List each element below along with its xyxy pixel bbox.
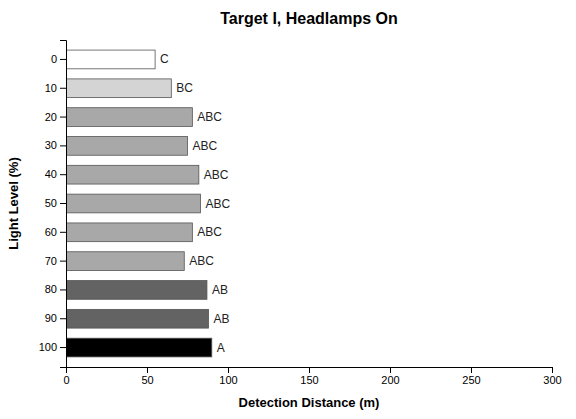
tick-mark <box>471 367 472 373</box>
tick: 100 <box>39 341 66 353</box>
bar <box>66 79 171 98</box>
tick-mark <box>60 145 66 146</box>
bar <box>66 309 209 328</box>
tick-label: 0 <box>51 53 57 65</box>
tick-mark <box>60 174 66 175</box>
bar-annotation: BC <box>176 81 193 95</box>
tick: 150 <box>300 367 318 386</box>
tick-mark <box>60 232 66 233</box>
bar-annotation: AB <box>212 283 228 297</box>
bar-annotation: ABC <box>204 168 229 182</box>
bar <box>66 194 200 213</box>
tick: 20 <box>45 111 66 123</box>
tick-label: 80 <box>45 283 57 295</box>
bar <box>66 281 207 300</box>
bar <box>66 165 199 184</box>
tick-mark <box>60 117 66 118</box>
axis-line <box>67 368 553 374</box>
bar-annotations: C BC ABC ABC ABC ABC ABC ABC AB AB A <box>160 52 230 354</box>
tick-mark <box>60 88 66 89</box>
tick: 250 <box>462 367 480 386</box>
tick-label: 40 <box>45 168 57 180</box>
bars <box>66 50 212 357</box>
bar-annotation: AB <box>214 312 230 326</box>
tick: 50 <box>45 197 66 209</box>
tick-mark <box>60 261 66 262</box>
bar <box>66 252 184 271</box>
tick: 70 <box>45 255 66 267</box>
x-axis-title: Detection Distance (m) <box>239 395 380 410</box>
tick: 0 <box>63 367 69 386</box>
title: Target I, Headlamps On <box>220 10 398 27</box>
tick-label: 300 <box>543 374 561 386</box>
chart: CBCABCABCABCABCABCABCABABA05010015020025… <box>0 0 576 419</box>
tick-mark <box>60 347 66 348</box>
tick: 30 <box>45 139 66 151</box>
bar <box>66 50 155 69</box>
tick: 300 <box>543 367 561 386</box>
bar-annotation: A <box>217 341 225 355</box>
tick: 90 <box>45 312 66 324</box>
tick-label: 50 <box>45 197 57 209</box>
bar-annotation: ABC <box>197 225 222 239</box>
tick-mark <box>60 59 66 60</box>
tick-label: 150 <box>300 374 318 386</box>
bar-annotation: ABC <box>205 197 230 211</box>
tick: 40 <box>45 168 66 180</box>
tick-label: 20 <box>45 111 57 123</box>
tick-label: 0 <box>63 374 69 386</box>
tick-label: 10 <box>45 82 57 94</box>
tick-label: 100 <box>219 374 237 386</box>
tick-label: 200 <box>381 374 399 386</box>
tick: 80 <box>45 283 66 295</box>
bar <box>66 137 188 156</box>
x-axis: 0 50 100 150 200 250 300 <box>63 367 561 386</box>
tick-mark <box>390 367 391 373</box>
tick-mark <box>60 203 66 204</box>
bar <box>66 223 192 242</box>
plot-area: CBCABCABCABCABCABCABCABABA05010015020025… <box>39 41 562 386</box>
tick: 0 <box>51 53 66 65</box>
y-axis: 0 10 20 30 40 50 60 70 80 90 100 <box>39 41 67 368</box>
bar <box>66 338 212 357</box>
axis-line <box>60 41 67 368</box>
tick-label: 250 <box>462 374 480 386</box>
tick-label: 60 <box>45 226 57 238</box>
bar-annotation: C <box>160 52 169 66</box>
tick: 60 <box>45 226 66 238</box>
tick-mark <box>552 367 553 373</box>
tick-mark <box>309 367 310 373</box>
tick-mark <box>60 289 66 290</box>
tick: 100 <box>219 367 237 386</box>
y-axis-title: Light Level (%) <box>6 157 21 249</box>
tick-label: 30 <box>45 139 57 151</box>
tick-mark <box>228 367 229 373</box>
tick-mark <box>60 318 66 319</box>
tick-label: 50 <box>141 374 153 386</box>
bar <box>66 108 192 127</box>
tick: 50 <box>141 367 153 386</box>
bar-annotation: ABC <box>189 254 214 268</box>
bar-annotation: ABC <box>197 110 222 124</box>
bar-annotation: ABC <box>193 139 218 153</box>
tick-mark <box>147 367 148 373</box>
tick-label: 70 <box>45 255 57 267</box>
tick-label: 90 <box>45 312 57 324</box>
tick-label: 100 <box>39 341 57 353</box>
tick: 10 <box>45 82 66 94</box>
tick: 200 <box>381 367 399 386</box>
